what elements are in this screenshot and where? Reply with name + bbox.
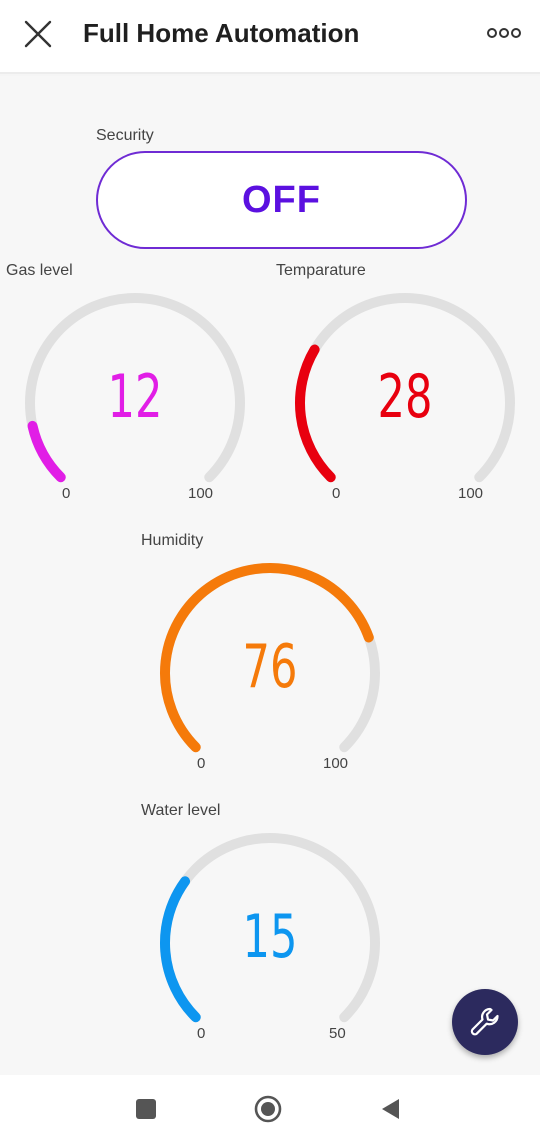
close-button[interactable] bbox=[16, 12, 60, 56]
gas-gauge-track bbox=[25, 293, 245, 483]
gas-level-gauge: 12 bbox=[22, 290, 248, 483]
humidity-min: 0 bbox=[197, 755, 206, 772]
more-options-button[interactable] bbox=[482, 16, 526, 50]
wrench-icon bbox=[470, 1007, 499, 1036]
gas-level-value: 12 bbox=[107, 362, 163, 432]
home-button[interactable] bbox=[250, 1093, 286, 1125]
square-icon bbox=[136, 1099, 156, 1119]
temperature-value: 28 bbox=[377, 362, 433, 432]
water-level-gauge-arc bbox=[159, 833, 380, 1023]
security-state: OFF bbox=[242, 178, 321, 221]
security-label: Security bbox=[96, 127, 154, 144]
water-level-max: 50 bbox=[329, 1025, 346, 1042]
back-button[interactable] bbox=[372, 1093, 408, 1125]
humidity-max: 100 bbox=[323, 755, 349, 772]
gas-level-gauge-arc bbox=[25, 293, 245, 483]
app-header: Full Home Automation bbox=[0, 0, 540, 74]
temperature-gauge-fill bbox=[295, 344, 336, 483]
page-title: Full Home Automation bbox=[83, 18, 360, 48]
close-icon bbox=[24, 20, 52, 48]
temperature-label: Temparature bbox=[276, 262, 366, 279]
temperature-gauge: 28 bbox=[292, 290, 518, 483]
circle-icon bbox=[254, 1095, 282, 1123]
more-horizontal-icon bbox=[487, 28, 521, 38]
triangle-back-icon bbox=[382, 1099, 399, 1119]
humidity-label: Humidity bbox=[141, 532, 204, 549]
gas-level-min: 0 bbox=[62, 485, 71, 502]
temperature-min: 0 bbox=[332, 485, 341, 502]
gas-level-label: Gas level bbox=[6, 262, 73, 279]
recent-apps-button[interactable] bbox=[128, 1093, 164, 1125]
water-level-value: 15 bbox=[242, 902, 298, 972]
system-nav-bar bbox=[0, 1075, 540, 1141]
water-level-label: Water level bbox=[141, 802, 221, 819]
gas-gauge-fill bbox=[27, 420, 66, 483]
humidity-gauge: 76 bbox=[157, 560, 383, 753]
gas-level-max: 100 bbox=[188, 485, 214, 502]
water-level-gauge: 15 bbox=[157, 830, 383, 1023]
temperature-max: 100 bbox=[458, 485, 484, 502]
humidity-gauge-fill bbox=[160, 563, 374, 753]
water-level-min: 0 bbox=[197, 1025, 206, 1042]
settings-fab-button[interactable] bbox=[452, 989, 518, 1055]
water-gauge-fill bbox=[159, 876, 201, 1023]
humidity-gauge-arc bbox=[160, 563, 380, 753]
security-toggle-button[interactable]: OFF bbox=[96, 151, 467, 249]
temperature-gauge-arc bbox=[295, 293, 515, 483]
humidity-value: 76 bbox=[242, 632, 298, 702]
